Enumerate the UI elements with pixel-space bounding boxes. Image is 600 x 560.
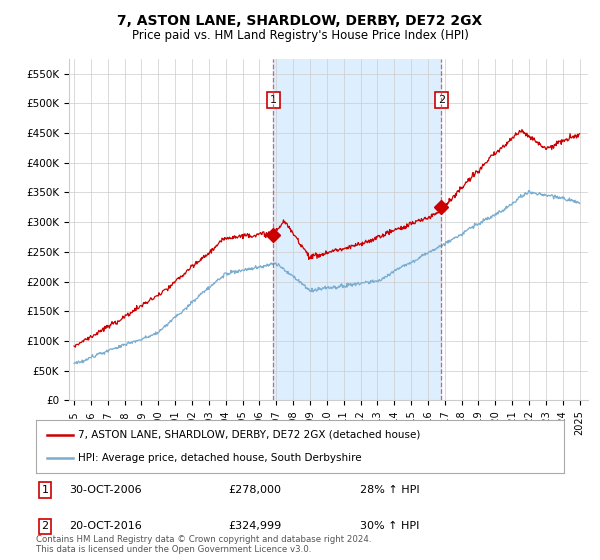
- Text: Price paid vs. HM Land Registry's House Price Index (HPI): Price paid vs. HM Land Registry's House …: [131, 29, 469, 42]
- Bar: [274, 59, 442, 400]
- Text: 30-OCT-2006: 30-OCT-2006: [69, 485, 142, 495]
- Text: £278,000: £278,000: [228, 485, 281, 495]
- Text: HPI: Average price, detached house, South Derbyshire: HPI: Average price, detached house, Sout…: [78, 453, 362, 463]
- Text: 20-OCT-2016: 20-OCT-2016: [69, 521, 142, 531]
- Text: 28% ↑ HPI: 28% ↑ HPI: [360, 485, 419, 495]
- Text: 2: 2: [41, 521, 49, 531]
- Text: 7, ASTON LANE, SHARDLOW, DERBY, DE72 2GX: 7, ASTON LANE, SHARDLOW, DERBY, DE72 2GX: [118, 14, 482, 28]
- Text: 1: 1: [41, 485, 49, 495]
- Text: 2: 2: [438, 95, 445, 105]
- Text: 1: 1: [270, 95, 277, 105]
- Text: 30% ↑ HPI: 30% ↑ HPI: [360, 521, 419, 531]
- Text: £324,999: £324,999: [228, 521, 281, 531]
- Text: Contains HM Land Registry data © Crown copyright and database right 2024.
This d: Contains HM Land Registry data © Crown c…: [36, 535, 371, 554]
- Text: 7, ASTON LANE, SHARDLOW, DERBY, DE72 2GX (detached house): 7, ASTON LANE, SHARDLOW, DERBY, DE72 2GX…: [78, 430, 421, 440]
